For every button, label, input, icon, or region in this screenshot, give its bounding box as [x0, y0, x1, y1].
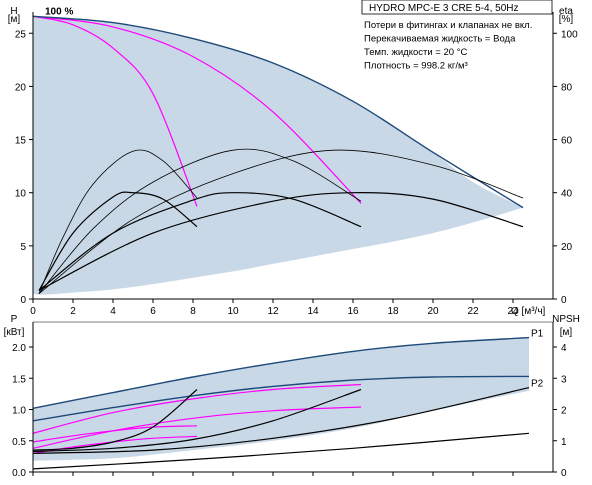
y-axis-label: P	[11, 314, 18, 325]
x-tick-label: 18	[387, 306, 399, 317]
series-line-2	[32, 375, 530, 422]
series-line-9	[38, 192, 524, 292]
speed-annotation: 100 %	[45, 6, 73, 17]
series-line-1	[32, 15, 198, 207]
y-tick-label: 2.0	[12, 343, 26, 354]
power-npsh-panel: 0.0 0.5 1.0 1.5 2.0 0 1 2 3 4 P [кВт] NPSH [м] P1 P2	[4, 314, 580, 479]
y2-tick-label: 0	[561, 468, 567, 479]
series-line-9	[32, 387, 530, 454]
series-line-5	[38, 148, 362, 294]
x-tick-label: 14	[307, 306, 319, 317]
y-axis-unit: [м]	[8, 14, 21, 25]
x-tick-label: 6	[150, 306, 156, 317]
chart-note: Плотность = 998.2 кг/м³	[364, 61, 468, 72]
x-tick-label: 20	[427, 306, 439, 317]
y-axis-label: H	[10, 6, 17, 17]
y-tick-label: 5	[20, 242, 26, 253]
x-tick-label: 16	[347, 306, 359, 317]
chart-note: Потери в фитингах и клапанах не вкл.	[364, 20, 532, 31]
y-tick-label: 0	[20, 295, 26, 306]
series-line-4	[38, 149, 198, 294]
y2-tick-label: 1	[561, 437, 567, 448]
x-tick-label: 2	[70, 306, 76, 317]
chart-note: Перекачиваемая жидкость = Вода	[364, 34, 516, 45]
y2-tick-label: 20	[561, 242, 573, 253]
y-tick-label: 10	[15, 189, 27, 200]
title-box	[361, 0, 553, 15]
y-tick-label: 20	[15, 82, 27, 93]
x-tick-label: 24	[507, 306, 519, 317]
y2-axis-unit: [%]	[559, 14, 574, 25]
y2-tick-label: 60	[561, 136, 573, 147]
series-line-8	[32, 388, 362, 452]
y2-tick-label: 4	[561, 343, 567, 354]
series-line-7	[32, 389, 198, 451]
y-tick-label: 0.0	[12, 468, 26, 479]
series-line-3	[32, 383, 362, 434]
operating-envelope	[33, 337, 529, 461]
series-line-7	[38, 191, 198, 291]
series-line-8	[38, 192, 362, 291]
series-line-2	[32, 15, 362, 204]
y-tick-label: 1.0	[12, 406, 26, 417]
x-tick-label: 10	[227, 306, 239, 317]
y2-tick-label: 3	[561, 374, 567, 385]
series-line-10	[32, 432, 530, 470]
x-tick-label: 0	[30, 306, 36, 317]
y2-tick-label: 80	[561, 82, 573, 93]
p2-label: P2	[531, 378, 544, 389]
y2-axis-label: eta	[559, 6, 573, 17]
series-line-3	[32, 15, 524, 209]
y-axis-unit: [кВт]	[4, 327, 25, 338]
series-line-1	[32, 336, 530, 409]
y-tick-label: 15	[15, 136, 27, 147]
y2-tick-label: 2	[561, 406, 567, 417]
y2-tick-label: 100	[561, 29, 578, 40]
x-tick-label: 4	[110, 306, 116, 317]
y2-tick-label: 40	[561, 189, 573, 200]
x-tick-label: 8	[190, 306, 196, 317]
x-tick-label: 12	[267, 306, 279, 317]
y-tick-label: 0.5	[12, 437, 26, 448]
y2-tick-label: 0	[561, 295, 567, 306]
chart-title: HYDRO MPC-E 3 CRE 5-4, 50Hz	[369, 3, 518, 14]
y-tick-label: 1.5	[12, 374, 26, 385]
series-line-6	[38, 149, 524, 295]
y-tick-label: 25	[15, 29, 27, 40]
x-tick-label: 22	[467, 306, 479, 317]
p1-label: P1	[531, 329, 544, 340]
chart-note: Темп. жидкости = 20 °C	[364, 47, 467, 58]
x-axis-label: Q [м³/ч]	[511, 306, 546, 317]
series-line-5	[32, 406, 362, 449]
y2-axis-label: NPSH	[552, 314, 580, 325]
y2-axis-unit: [м]	[560, 327, 573, 338]
